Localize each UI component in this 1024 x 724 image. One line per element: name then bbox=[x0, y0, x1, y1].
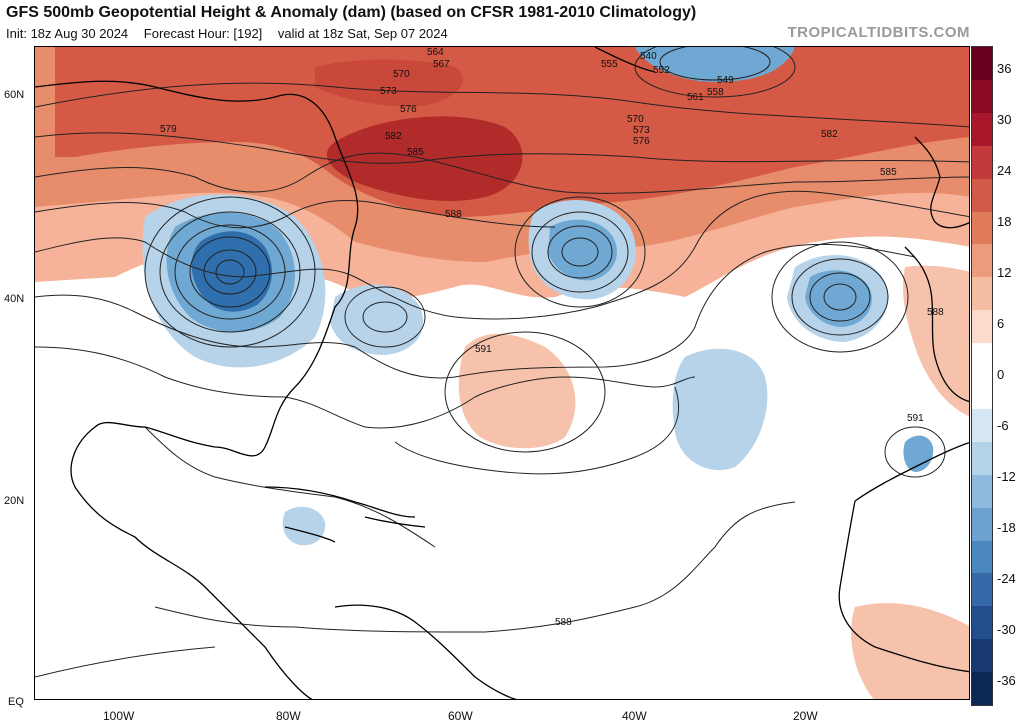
contour-label: 561 bbox=[687, 92, 704, 103]
colorbar-label: -12 bbox=[997, 469, 1016, 484]
lat-label: EQ bbox=[8, 696, 24, 708]
colorbar-label: 24 bbox=[997, 163, 1012, 178]
forecast-hour: Forecast Hour: [192] bbox=[143, 26, 263, 41]
colorbar-segment bbox=[972, 672, 992, 706]
colorbar-segment bbox=[972, 507, 992, 541]
cool-anomaly-trough bbox=[672, 348, 768, 471]
colorbar-segment bbox=[972, 310, 992, 344]
warm-anomaly-region-strong bbox=[55, 47, 969, 217]
colorbar-segment bbox=[972, 79, 992, 114]
colorbar-segment bbox=[972, 474, 992, 509]
contour-label: 582 bbox=[385, 131, 402, 142]
contour-label: 579 bbox=[160, 124, 177, 135]
contour-label: 549 bbox=[717, 75, 734, 86]
lon-label: 80W bbox=[276, 709, 301, 723]
contour-label: 576 bbox=[633, 136, 650, 147]
height-contours bbox=[35, 47, 969, 678]
colorbar-segment bbox=[972, 573, 992, 607]
colorbar-segment bbox=[972, 178, 992, 212]
colorbar-segment bbox=[972, 277, 992, 311]
cool-anomaly-atlantic-coast bbox=[330, 284, 424, 355]
contour-label: 570 bbox=[627, 114, 644, 125]
map-canvas: 564 567 570 573 576 579 582 585 588 591 … bbox=[35, 47, 969, 699]
colorbar-segment bbox=[972, 639, 992, 673]
colorbar-segment bbox=[972, 441, 992, 476]
site-credit: TROPICALTIDBITS.COM bbox=[787, 24, 970, 41]
colorbar-segment bbox=[972, 112, 992, 147]
contour-label: 558 bbox=[707, 87, 724, 98]
cool-anomaly-africa bbox=[903, 435, 934, 472]
colorbar-segment bbox=[972, 47, 992, 81]
contour-label: 573 bbox=[380, 86, 397, 97]
contour-label: 540 bbox=[640, 51, 657, 62]
colorbar-label: -36 bbox=[997, 673, 1016, 688]
colorbar-segment bbox=[972, 145, 992, 180]
warm-anomaly-africa bbox=[851, 603, 969, 699]
lon-label: 100W bbox=[103, 709, 135, 723]
colorbar-segment bbox=[972, 606, 992, 640]
contour-label: 576 bbox=[400, 104, 417, 115]
colorbar-label: -18 bbox=[997, 520, 1016, 535]
colorbar-label: 36 bbox=[997, 61, 1012, 76]
colorbar-segment bbox=[972, 343, 992, 377]
map-title: GFS 500mb Geopotential Height & Anomaly … bbox=[6, 4, 697, 21]
lat-label: 20N bbox=[4, 495, 25, 507]
lon-label: 20W bbox=[793, 709, 818, 723]
contour-labels: 564 567 570 573 576 579 582 585 588 591 … bbox=[160, 47, 944, 628]
valid-time: valid at 18z Sat, Sep 07 2024 bbox=[277, 26, 448, 41]
contour-label: 555 bbox=[601, 59, 618, 70]
colorbar-label: 30 bbox=[997, 112, 1012, 127]
cool-anomaly-caribbean bbox=[282, 506, 326, 546]
lon-label: 60W bbox=[448, 709, 473, 723]
colorbar-segment bbox=[972, 408, 992, 443]
contour-label: 588 bbox=[927, 307, 944, 318]
anomaly-colorbar bbox=[971, 46, 993, 706]
colorbar-label: -6 bbox=[997, 418, 1009, 433]
warm-anomaly-subtropical bbox=[458, 333, 576, 449]
lon-label: 40W bbox=[622, 709, 647, 723]
cool-anomaly-midatlantic-core bbox=[548, 219, 617, 281]
colorbar-label: 12 bbox=[997, 265, 1012, 280]
coastlines bbox=[35, 47, 969, 699]
lat-label: 60N bbox=[4, 89, 25, 101]
contour-label: 585 bbox=[407, 147, 424, 158]
contour-label: 588 bbox=[555, 617, 572, 628]
map-subtitle: Init: 18z Aug 30 2024 Forecast Hour: [19… bbox=[6, 26, 460, 41]
weather-map: 564 567 570 573 576 579 582 585 588 591 … bbox=[34, 46, 970, 700]
cool-anomaly-east-atlantic-core bbox=[805, 270, 872, 327]
colorbar-label: -24 bbox=[997, 571, 1016, 586]
contour-label: 582 bbox=[821, 129, 838, 140]
colorbar-segment bbox=[972, 540, 992, 574]
lat-label: 40N bbox=[4, 293, 25, 305]
cool-anomaly-north bbox=[635, 47, 795, 82]
warm-anomaly-core-west bbox=[315, 59, 463, 107]
init-time: Init: 18z Aug 30 2024 bbox=[6, 26, 129, 41]
colorbar-segment bbox=[972, 376, 992, 410]
contour-label: 573 bbox=[633, 125, 650, 136]
contour-label: 552 bbox=[653, 65, 670, 76]
contour-label: 588 bbox=[445, 209, 462, 220]
contour-label: 585 bbox=[880, 167, 897, 178]
colorbar-label: 6 bbox=[997, 316, 1005, 331]
colorbar-segment bbox=[972, 211, 992, 245]
contour-label: 570 bbox=[393, 69, 410, 80]
colorbar-label: 18 bbox=[997, 214, 1012, 229]
colorbar-label: 0 bbox=[997, 367, 1005, 382]
colorbar-label: -30 bbox=[997, 622, 1016, 637]
colorbar-segment bbox=[972, 244, 992, 278]
contour-label: 567 bbox=[433, 59, 450, 70]
contour-label: 591 bbox=[907, 413, 924, 424]
contour-label: 591 bbox=[475, 344, 492, 355]
warm-anomaly-iberia bbox=[903, 265, 969, 417]
cool-anomaly-great-lakes-core bbox=[191, 231, 272, 312]
contour-label: 564 bbox=[427, 47, 444, 58]
